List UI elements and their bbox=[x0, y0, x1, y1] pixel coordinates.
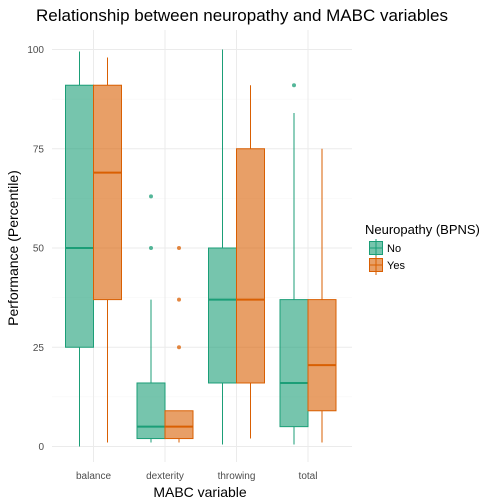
box-iqr bbox=[208, 247, 237, 384]
y-axis-title: Performance (Percentile) bbox=[5, 170, 21, 326]
box-throwing-no bbox=[208, 49, 237, 445]
x-axis-ticks: balance dexterity throwing total bbox=[76, 471, 317, 482]
outlier-point bbox=[177, 297, 181, 302]
y-tick-label: 0 bbox=[38, 442, 44, 453]
box-iqr bbox=[136, 382, 166, 440]
outlier-point bbox=[177, 345, 181, 350]
box-total-yes bbox=[307, 148, 337, 443]
box-dexterity-yes bbox=[164, 246, 194, 443]
y-tick-label: 100 bbox=[27, 45, 44, 56]
box-iqr bbox=[65, 84, 94, 348]
box-iqr bbox=[93, 84, 122, 301]
x-tick-label: balance bbox=[76, 471, 111, 482]
outlier-point bbox=[177, 246, 181, 250]
y-tick-label: 75 bbox=[33, 144, 45, 155]
box-iqr bbox=[307, 299, 337, 412]
y-axis-ticks: 0 25 50 75 100 bbox=[27, 45, 44, 453]
legend-title: Neuropathy (BPNS) bbox=[365, 222, 480, 237]
outlier-point bbox=[149, 194, 153, 199]
box-iqr bbox=[236, 148, 265, 384]
x-axis-title: MABC variable bbox=[153, 484, 247, 500]
legend-key-no bbox=[369, 239, 383, 258]
x-tick-label: throwing bbox=[218, 471, 256, 482]
chart-title: Relationship between neuropathy and MABC… bbox=[36, 6, 448, 25]
outlier-point bbox=[149, 246, 153, 250]
x-tick-label: dexterity bbox=[146, 471, 184, 482]
box-dexterity-no bbox=[136, 194, 166, 443]
legend: Neuropathy (BPNS) No Yes bbox=[365, 222, 480, 275]
legend-label: No bbox=[387, 243, 401, 255]
box-throwing-yes bbox=[236, 85, 265, 439]
legend-label: Yes bbox=[387, 260, 405, 272]
box-iqr bbox=[279, 299, 309, 428]
x-tick-label: total bbox=[299, 471, 318, 482]
boxes bbox=[65, 49, 337, 447]
box-total-no bbox=[279, 83, 309, 445]
legend-key-yes bbox=[369, 256, 383, 275]
box-iqr bbox=[164, 410, 194, 440]
box-balance-no bbox=[65, 51, 94, 447]
y-tick-label: 50 bbox=[33, 244, 45, 255]
outlier-point bbox=[292, 83, 296, 88]
y-tick-label: 25 bbox=[33, 343, 45, 354]
box-balance-yes bbox=[93, 57, 122, 443]
